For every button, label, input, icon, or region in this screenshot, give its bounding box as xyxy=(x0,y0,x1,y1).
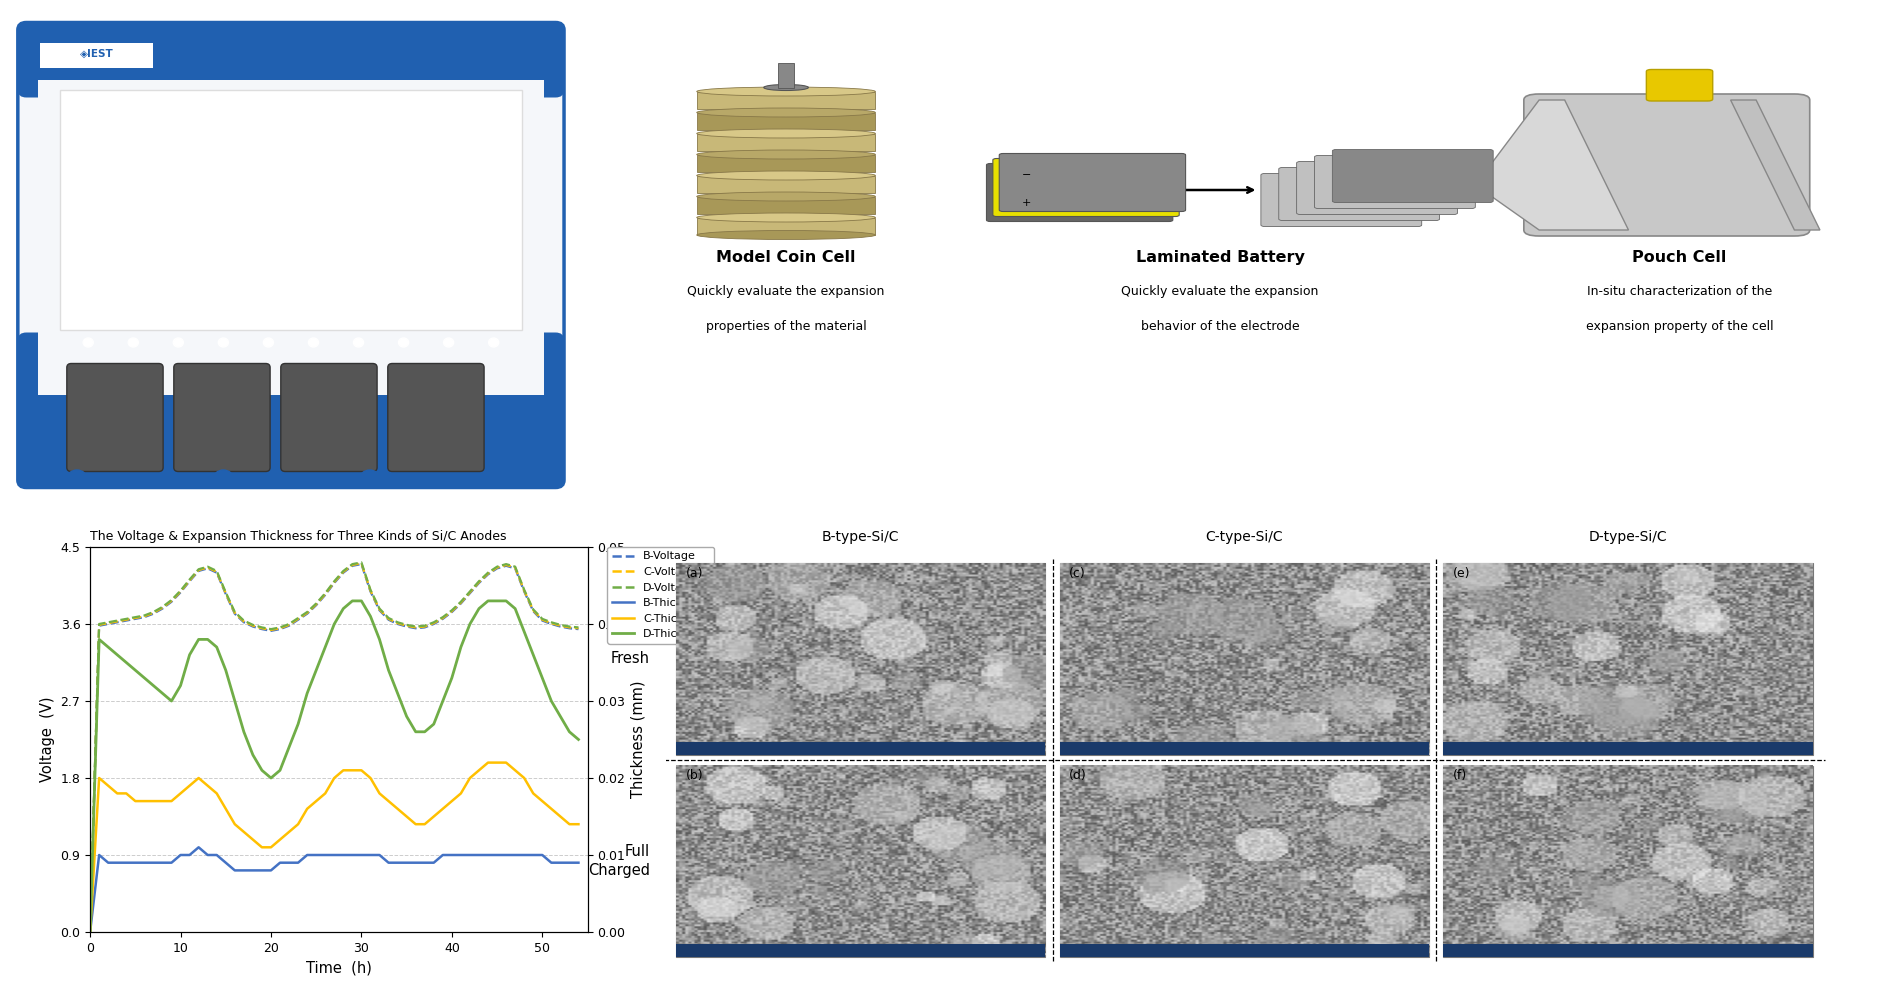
Ellipse shape xyxy=(696,108,875,117)
Bar xyxy=(696,112,875,130)
Circle shape xyxy=(308,338,319,347)
Circle shape xyxy=(443,338,454,347)
Text: −: − xyxy=(1023,170,1032,180)
Bar xyxy=(696,196,875,214)
Text: Laminated Battery: Laminated Battery xyxy=(1136,250,1305,265)
Bar xyxy=(676,742,1045,755)
Ellipse shape xyxy=(696,87,875,96)
Text: expansion property of the cell: expansion property of the cell xyxy=(1586,320,1774,333)
Text: In-situ characterization of the: In-situ characterization of the xyxy=(1586,285,1772,298)
Bar xyxy=(1443,766,1813,957)
Bar xyxy=(1443,944,1813,957)
FancyBboxPatch shape xyxy=(1314,155,1475,209)
Circle shape xyxy=(263,338,274,347)
Bar xyxy=(676,563,1045,755)
Text: D-type-Si/C: D-type-Si/C xyxy=(1590,530,1667,544)
Bar xyxy=(696,176,875,193)
Circle shape xyxy=(173,338,184,347)
Bar xyxy=(60,90,522,330)
Circle shape xyxy=(128,338,139,347)
Circle shape xyxy=(353,338,364,347)
Y-axis label: Voltage  (V): Voltage (V) xyxy=(39,697,54,782)
Bar xyxy=(696,133,875,151)
Ellipse shape xyxy=(696,129,875,138)
Text: ◈IEST: ◈IEST xyxy=(81,49,113,59)
Polygon shape xyxy=(1731,100,1821,230)
Text: +: + xyxy=(1023,198,1032,208)
FancyBboxPatch shape xyxy=(999,153,1186,212)
Text: Model Coin Cell: Model Coin Cell xyxy=(717,250,856,265)
Circle shape xyxy=(68,470,86,488)
Circle shape xyxy=(488,338,499,347)
Bar xyxy=(1061,766,1428,957)
Bar xyxy=(696,218,875,235)
Circle shape xyxy=(218,338,229,347)
Text: Fresh: Fresh xyxy=(610,651,649,666)
Text: Quickly evaluate the expansion: Quickly evaluate the expansion xyxy=(687,285,884,298)
Ellipse shape xyxy=(696,231,875,239)
FancyBboxPatch shape xyxy=(17,22,565,488)
FancyBboxPatch shape xyxy=(993,158,1179,217)
Ellipse shape xyxy=(696,213,875,222)
FancyBboxPatch shape xyxy=(1524,94,1809,236)
FancyBboxPatch shape xyxy=(987,163,1173,222)
Bar xyxy=(1061,944,1428,957)
Circle shape xyxy=(83,338,94,347)
Text: (a): (a) xyxy=(685,567,702,580)
Text: B-type-Si/C: B-type-Si/C xyxy=(822,530,899,544)
FancyBboxPatch shape xyxy=(282,363,377,472)
Circle shape xyxy=(214,470,233,488)
FancyBboxPatch shape xyxy=(1333,149,1494,202)
Circle shape xyxy=(398,338,409,347)
Bar xyxy=(1061,742,1428,755)
Ellipse shape xyxy=(764,85,809,91)
Y-axis label: Thickness (mm): Thickness (mm) xyxy=(631,681,646,798)
Text: properties of the material: properties of the material xyxy=(706,320,867,333)
Text: C-type-Si/C: C-type-Si/C xyxy=(1205,530,1284,544)
FancyBboxPatch shape xyxy=(68,363,163,472)
FancyBboxPatch shape xyxy=(1261,174,1421,227)
Bar xyxy=(26,30,556,75)
Bar xyxy=(38,80,544,395)
Bar xyxy=(696,92,875,109)
Bar xyxy=(676,944,1045,957)
Bar xyxy=(696,154,875,172)
Bar xyxy=(676,766,1045,957)
Polygon shape xyxy=(1475,100,1629,230)
Legend: B-Voltage, C-Voltage, D-Voltage, B-Thickness, C-Thickness, D-Thickness: B-Voltage, C-Voltage, D-Voltage, B-Thick… xyxy=(608,547,713,644)
FancyBboxPatch shape xyxy=(17,22,565,98)
Bar xyxy=(1443,563,1813,755)
Text: (f): (f) xyxy=(1453,769,1468,782)
Bar xyxy=(779,62,794,88)
Circle shape xyxy=(507,470,526,488)
Circle shape xyxy=(360,470,379,488)
Text: (e): (e) xyxy=(1453,567,1470,580)
Ellipse shape xyxy=(696,171,875,180)
X-axis label: Time  (h): Time (h) xyxy=(306,960,372,975)
Text: Full
Charged: Full Charged xyxy=(588,844,649,878)
FancyBboxPatch shape xyxy=(17,332,565,488)
Text: (c): (c) xyxy=(1070,567,1087,580)
Bar xyxy=(41,42,154,68)
Text: (d): (d) xyxy=(1070,769,1087,782)
Ellipse shape xyxy=(696,192,875,201)
Text: Quickly evaluate the expansion: Quickly evaluate the expansion xyxy=(1121,285,1320,298)
Text: (b): (b) xyxy=(685,769,704,782)
Ellipse shape xyxy=(696,150,875,159)
Bar xyxy=(1443,742,1813,755)
Text: behavior of the electrode: behavior of the electrode xyxy=(1141,320,1299,333)
FancyBboxPatch shape xyxy=(389,363,484,472)
FancyBboxPatch shape xyxy=(175,363,270,472)
Text: Pouch Cell: Pouch Cell xyxy=(1633,250,1727,265)
Text: The Voltage & Expansion Thickness for Three Kinds of Si/C Anodes: The Voltage & Expansion Thickness for Th… xyxy=(90,530,507,543)
FancyBboxPatch shape xyxy=(1297,161,1457,215)
Bar xyxy=(1061,563,1428,755)
FancyBboxPatch shape xyxy=(1278,167,1440,221)
FancyBboxPatch shape xyxy=(1646,70,1712,101)
